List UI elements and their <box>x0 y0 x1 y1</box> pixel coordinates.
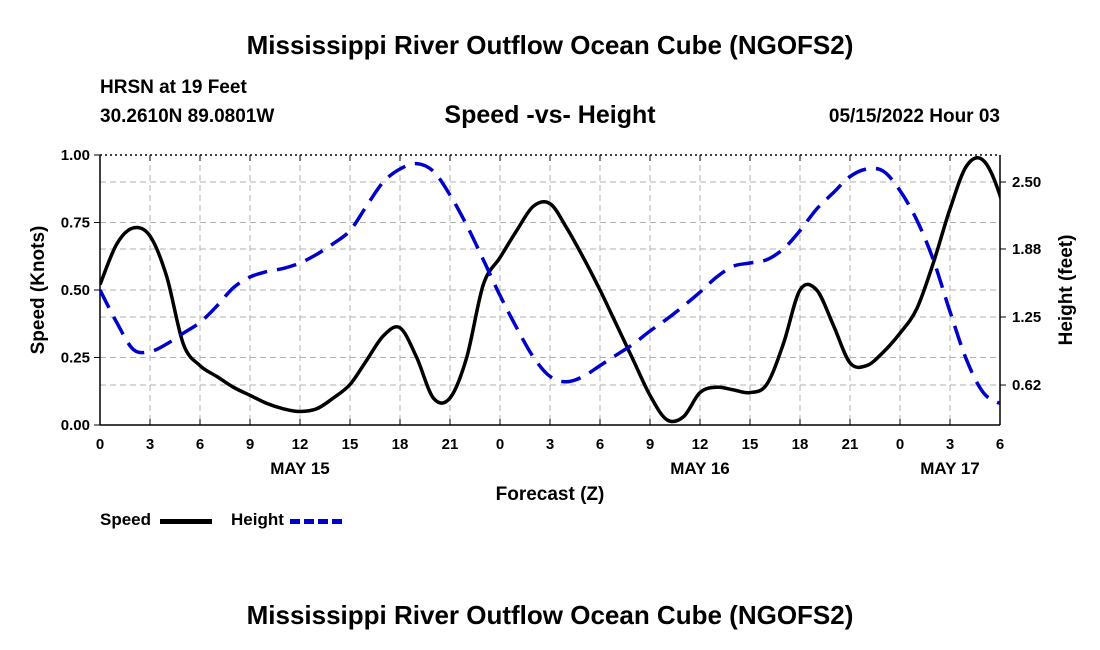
y-left-tick-label: 1.00 <box>61 147 90 164</box>
y-right-tick-label: 1.88 <box>1012 241 1041 258</box>
x-tick-label: 3 <box>546 436 554 453</box>
date-label: MAY 17 <box>920 459 980 478</box>
x-tick-label: 21 <box>442 436 459 453</box>
station-coordinates: 30.2610N 89.0801W <box>100 106 275 127</box>
y-left-tick-label: 0.25 <box>61 350 90 367</box>
x-tick-label: 6 <box>596 436 604 453</box>
x-tick-label: 0 <box>896 436 904 453</box>
y-left-tick-label: 0.75 <box>61 215 90 232</box>
x-axis-title: Forecast (Z) <box>496 484 605 505</box>
y-right-axis-title: Height (feet) <box>1056 235 1077 346</box>
station-label: HRSN at 19 Feet <box>100 77 247 98</box>
x-tick-label: 0 <box>496 436 504 453</box>
x-tick-label: 3 <box>946 436 954 453</box>
x-tick-label: 6 <box>196 436 204 453</box>
y-right-tick-label: 2.50 <box>1012 174 1041 191</box>
footer-title: Mississippi River Outflow Ocean Cube (NG… <box>246 600 854 630</box>
series-line-speed <box>100 156 1000 424</box>
y-left-tick-label: 0.00 <box>61 417 90 434</box>
x-tick-label: 12 <box>292 436 309 453</box>
x-tick-label: 15 <box>742 436 759 453</box>
x-tick-label: 0 <box>96 436 104 453</box>
legend-speed-label: Speed <box>100 510 152 529</box>
x-tick-label: 9 <box>246 436 254 453</box>
chart-subtitle: Speed -vs- Height <box>444 101 656 129</box>
y-right-tick-label: 1.25 <box>1012 309 1041 326</box>
x-tick-label: 9 <box>646 436 654 453</box>
y-right-tick-label: 0.62 <box>1012 377 1041 394</box>
x-tick-label: 18 <box>392 436 409 453</box>
x-tick-label: 18 <box>792 436 809 453</box>
y-left-axis-title: Speed (Knots) <box>28 226 49 355</box>
forecast-timestamp: 05/15/2022 Hour 03 <box>828 106 1000 127</box>
chart-title: Mississippi River Outflow Ocean Cube (NG… <box>246 30 854 60</box>
date-label: MAY 15 <box>270 459 330 478</box>
series-line-height <box>100 161 1000 406</box>
x-tick-label: 6 <box>996 436 1004 453</box>
x-tick-label: 3 <box>146 436 154 453</box>
x-tick-label: 15 <box>342 436 359 453</box>
x-tick-label: 21 <box>842 436 859 453</box>
y-left-tick-label: 0.50 <box>61 282 90 299</box>
legend-speed-swatch <box>160 519 212 524</box>
legend-height-swatch <box>290 519 342 524</box>
legend-height-label: Height <box>231 510 284 529</box>
date-label: MAY 16 <box>670 459 730 478</box>
x-tick-label: 12 <box>692 436 709 453</box>
